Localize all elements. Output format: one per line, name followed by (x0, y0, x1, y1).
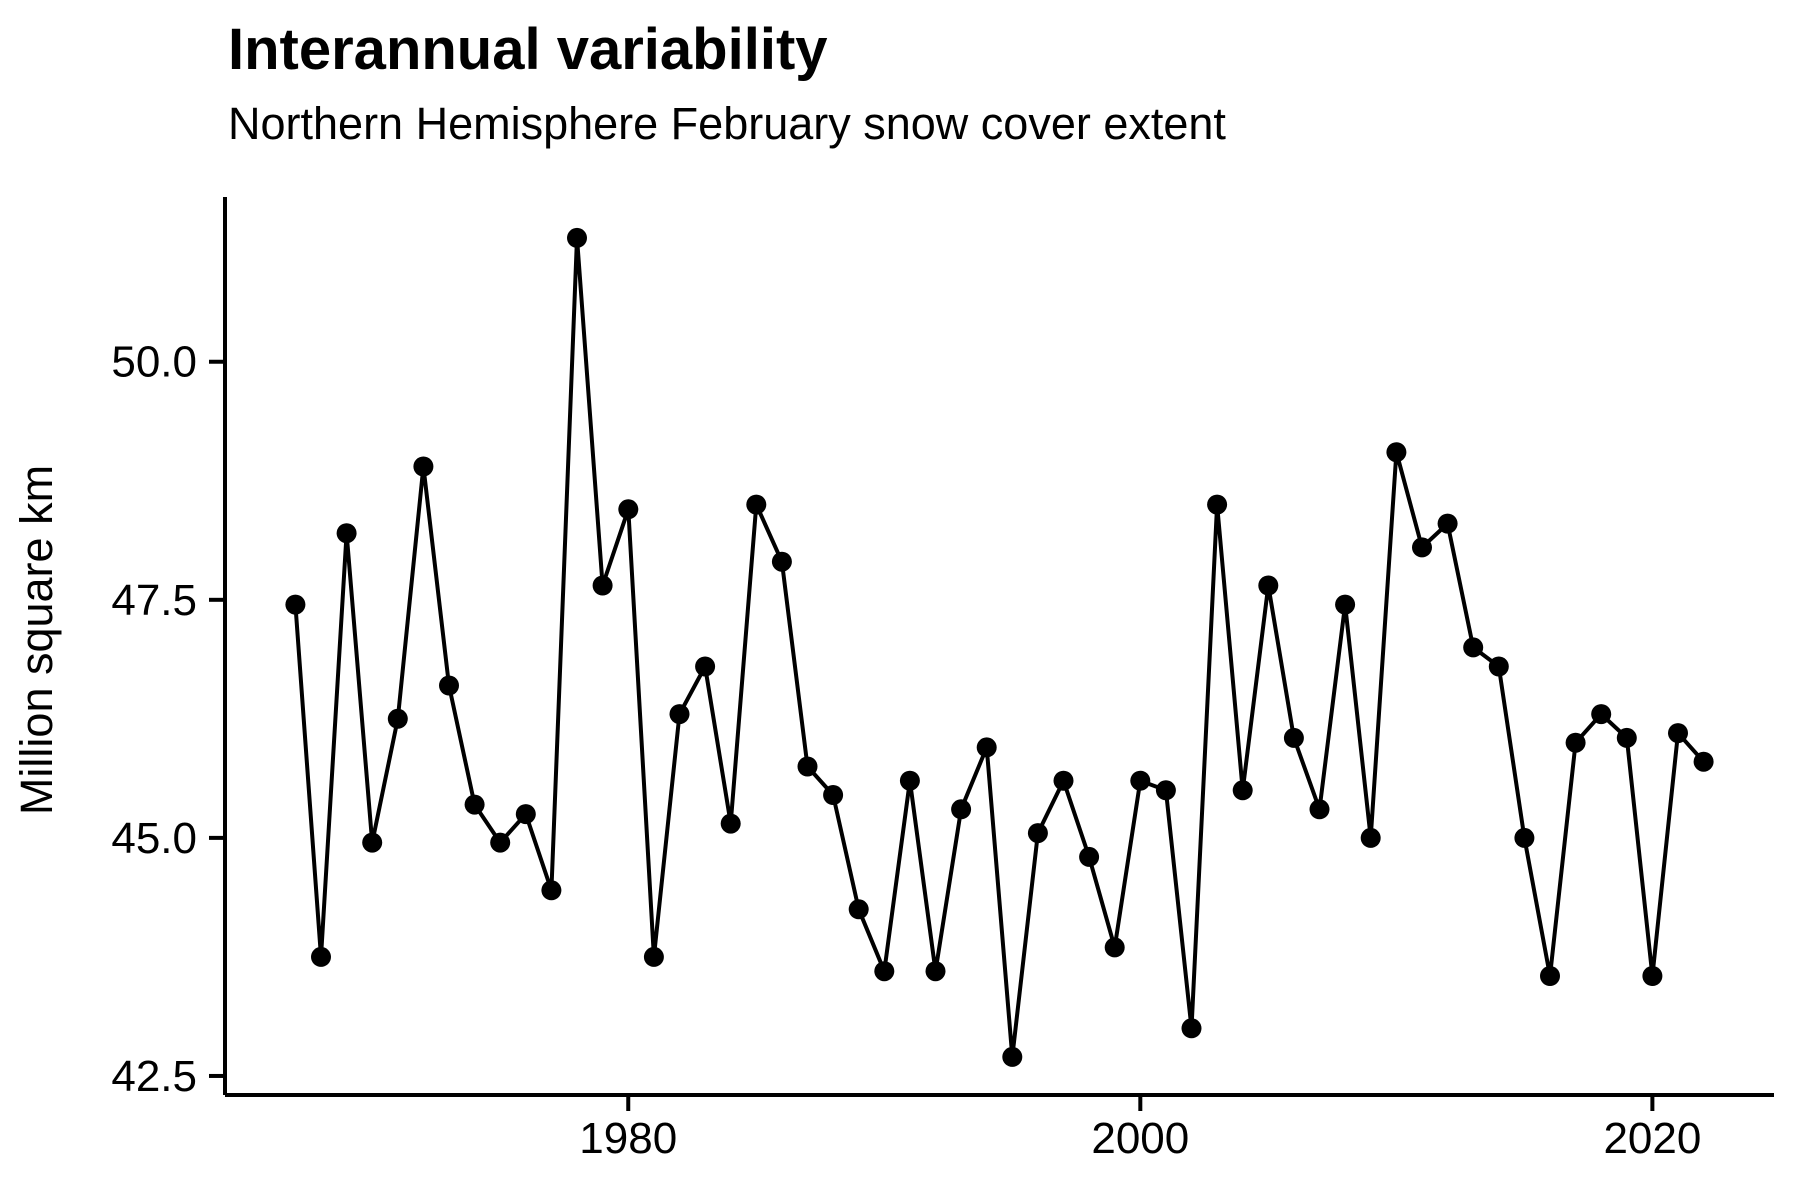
x-tick-label: 2020 (1603, 1114, 1701, 1163)
data-point (1693, 751, 1714, 772)
data-point (515, 804, 536, 825)
data-point (285, 594, 306, 615)
x-tick-label: 2000 (1091, 1114, 1189, 1163)
data-point (1437, 513, 1458, 534)
y-tick-label: 47.5 (111, 576, 197, 625)
data-point (1488, 656, 1509, 677)
data-point (1335, 594, 1356, 615)
y-tick-label: 42.5 (111, 1052, 197, 1101)
data-point (874, 961, 895, 982)
y-tick-label: 50.0 (111, 338, 197, 387)
data-point (1616, 727, 1637, 748)
data-point (771, 551, 792, 572)
data-point (1258, 575, 1279, 596)
data-point (669, 704, 690, 725)
data-point (1104, 937, 1125, 958)
data-point (541, 880, 562, 901)
data-point (823, 785, 844, 805)
data-line (293, 235, 1706, 1059)
data-point (643, 946, 664, 967)
data-point (490, 832, 511, 853)
data-point (848, 899, 869, 920)
data-point (1514, 827, 1535, 848)
data-point (387, 708, 408, 729)
y-axis-title: Million square km (11, 465, 62, 815)
data-point (1565, 732, 1586, 753)
data-point (311, 946, 331, 967)
data-point (618, 499, 639, 520)
data-point (1002, 1046, 1023, 1067)
data-point (413, 456, 434, 477)
chart-subtitle: Northern Hemisphere February snow cover … (228, 98, 1226, 149)
data-point (899, 770, 920, 791)
data-point (1463, 637, 1484, 658)
y-tick-label: 45.0 (111, 814, 197, 863)
data-point (720, 813, 741, 834)
data-point (1386, 442, 1407, 463)
data-point (1642, 966, 1663, 986)
data-point (464, 794, 485, 815)
data-point (336, 523, 357, 544)
data-point (1540, 966, 1560, 986)
data-point (1053, 770, 1074, 791)
chart-title: Interannual variability (228, 17, 828, 82)
data-point (1079, 846, 1100, 867)
data-point (1283, 727, 1304, 748)
data-point (951, 799, 972, 820)
data-series (285, 227, 1714, 1067)
data-point (1591, 704, 1612, 725)
data-point (1309, 799, 1330, 820)
data-point (1155, 780, 1176, 801)
data-point (362, 832, 383, 853)
data-point (925, 961, 946, 982)
data-point (1668, 723, 1688, 744)
data-point (976, 737, 997, 758)
data-point (1360, 827, 1381, 848)
data-point (1412, 537, 1432, 558)
data-point (567, 227, 587, 248)
data-point (439, 675, 459, 696)
data-point (1027, 823, 1048, 844)
data-point (797, 756, 818, 777)
data-point (746, 494, 767, 515)
data-point (1181, 1018, 1202, 1039)
data-point (1130, 770, 1151, 791)
data-point (1232, 780, 1253, 801)
x-tick-label: 1980 (579, 1114, 677, 1163)
data-point (1207, 494, 1228, 515)
data-point (695, 656, 716, 677)
data-point (592, 575, 613, 596)
axes: 42.5 45.0 47.5 50.0 1980 2000 2020 (111, 197, 1774, 1163)
